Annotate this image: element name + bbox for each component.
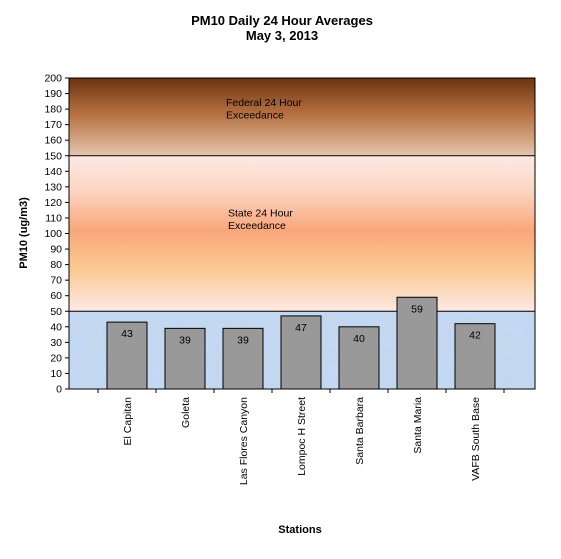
bar xyxy=(222,327,264,390)
x-category-label: Goleta xyxy=(180,397,192,428)
y-tick-label: 150 xyxy=(44,150,62,162)
y-tick-label: 190 xyxy=(44,88,62,100)
y-axis-label: PM10 (ug/m3) xyxy=(18,197,30,269)
x-category-label: El Capitan xyxy=(122,397,134,446)
zone-label: Exceedance xyxy=(228,220,286,232)
y-tick-label: 40 xyxy=(50,321,62,333)
bar-value-label: 42 xyxy=(469,330,481,342)
chart-title: PM10 Daily 24 Hour Averages xyxy=(191,13,373,28)
y-tick-label: 0 xyxy=(56,384,62,396)
bar-value-label: 43 xyxy=(121,328,133,340)
x-category-label: Lompoc H Street xyxy=(296,397,308,476)
x-category-label: Santa Barbara xyxy=(354,397,366,465)
bar-value-label: 39 xyxy=(179,334,191,346)
bars: 43 39 39 47 40 59 42 xyxy=(106,296,496,390)
zone-label: Exceedance xyxy=(226,109,284,121)
y-tick-label: 90 xyxy=(50,244,62,256)
zone-label: State 24 Hour xyxy=(228,207,293,219)
y-tick-label: 140 xyxy=(44,166,62,178)
y-tick-label: 60 xyxy=(50,290,62,302)
y-tick-label: 80 xyxy=(50,259,62,271)
y-tick-label: 20 xyxy=(50,352,62,364)
y-tick-label: 30 xyxy=(50,337,62,349)
zone-federal xyxy=(69,78,535,156)
bar-value-label: 47 xyxy=(295,322,307,334)
bar-value-label: 40 xyxy=(353,333,365,345)
y-tick-label: 50 xyxy=(50,306,62,318)
bar xyxy=(454,323,496,390)
bar xyxy=(164,327,206,390)
bar-value-label: 39 xyxy=(237,334,249,346)
y-tick-label: 110 xyxy=(45,212,62,224)
y-tick-label: 70 xyxy=(50,275,62,287)
y-tick-label: 180 xyxy=(44,104,62,116)
x-axis-label: Stations xyxy=(278,524,321,536)
y-tick-label: 100 xyxy=(44,228,62,240)
y-tick-label: 10 xyxy=(50,368,62,380)
bar-value-label: 59 xyxy=(411,303,423,315)
zone-state xyxy=(69,155,535,312)
x-category-label: VAFB South Base xyxy=(470,397,482,481)
y-tick-label: 120 xyxy=(44,197,62,209)
y-tick-label: 170 xyxy=(44,119,62,131)
y-ticks: 0 10 20 30 40 50 60 70 80 90 100 110 120 130 140 150 160… xyxy=(44,73,69,396)
bar xyxy=(396,296,438,390)
x-category-label: Las Flores Canyon xyxy=(238,397,250,485)
zone-label: Federal 24 Hour xyxy=(226,97,302,109)
y-tick-label: 160 xyxy=(44,135,62,147)
x-category-label: Santa Maria xyxy=(412,397,424,454)
chart-subtitle: May 3, 2013 xyxy=(246,28,318,43)
y-tick-label: 200 xyxy=(44,73,62,85)
y-tick-label: 130 xyxy=(44,181,62,193)
x-categories: El Capitan Goleta Las Flores Canyon Lompoc … xyxy=(97,389,505,485)
bar xyxy=(338,326,380,390)
